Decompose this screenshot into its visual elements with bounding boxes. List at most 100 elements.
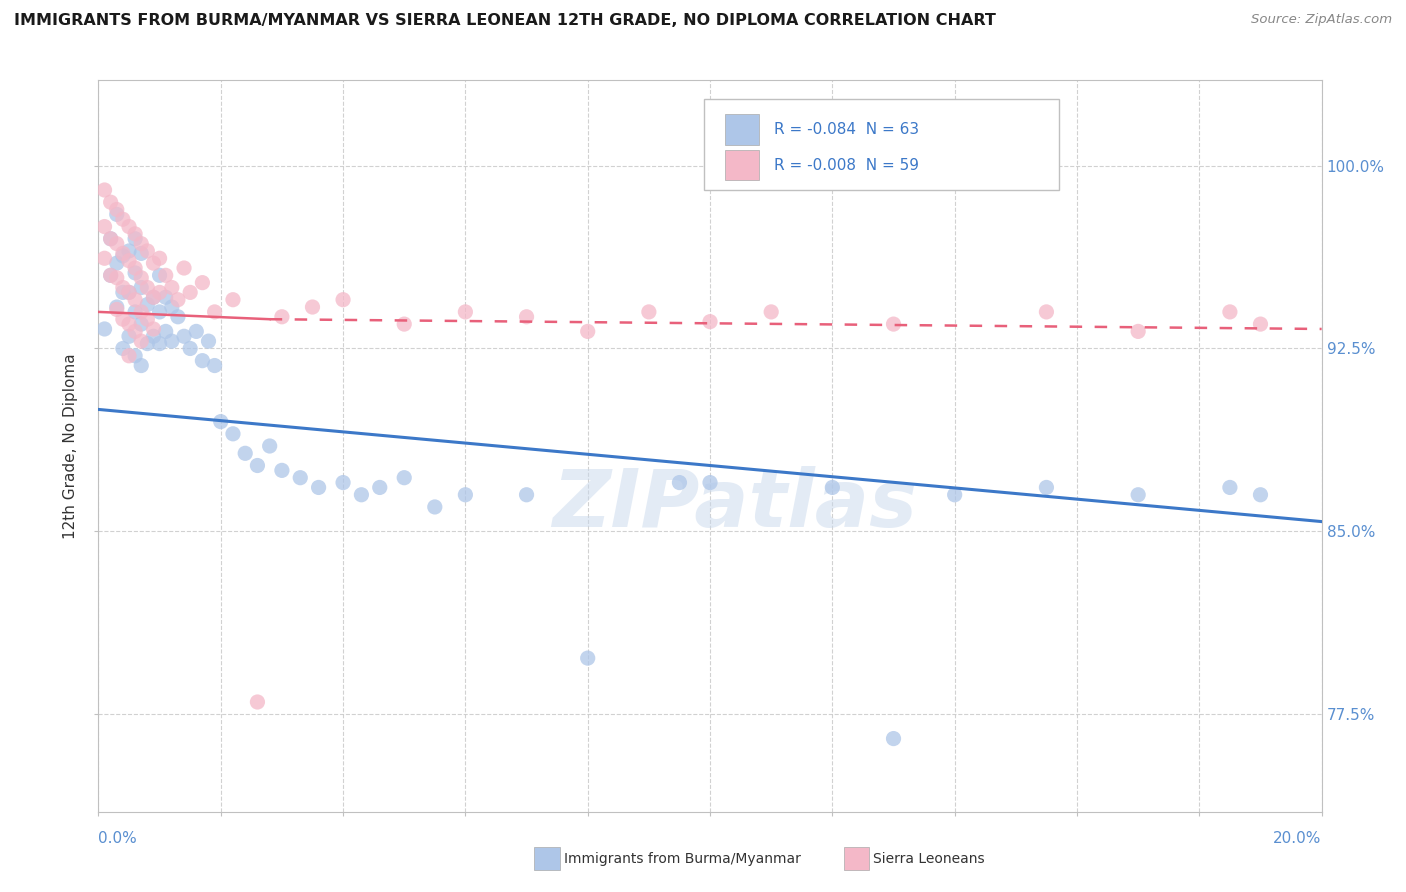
Point — [332, 475, 354, 490]
Point — [516, 310, 538, 324]
Point — [1249, 488, 1271, 502]
Point — [576, 651, 599, 665]
Point — [100, 232, 122, 246]
Point — [516, 488, 538, 502]
Point — [129, 280, 152, 294]
Point — [160, 334, 183, 348]
Point — [105, 202, 128, 217]
Point — [883, 317, 905, 331]
Point — [111, 246, 134, 260]
Point — [392, 471, 416, 485]
Point — [105, 236, 128, 251]
Point — [186, 325, 208, 339]
Point — [668, 475, 690, 490]
Point — [209, 415, 232, 429]
Point — [155, 290, 177, 304]
Point — [124, 227, 146, 241]
Point — [105, 302, 128, 317]
Point — [124, 260, 146, 275]
Point — [350, 488, 373, 502]
Point — [93, 252, 115, 266]
Point — [136, 336, 159, 351]
Point — [637, 305, 661, 319]
Point — [111, 212, 134, 227]
Point — [149, 252, 172, 266]
Point — [124, 325, 146, 339]
Text: Sierra Leoneans: Sierra Leoneans — [873, 852, 984, 866]
Point — [129, 246, 152, 260]
Point — [173, 329, 195, 343]
Point — [129, 317, 152, 331]
Point — [699, 475, 721, 490]
Point — [699, 315, 721, 329]
Point — [454, 488, 477, 502]
Point — [308, 480, 330, 494]
Point — [118, 285, 141, 300]
Point — [124, 305, 146, 319]
Text: ZIPatlas: ZIPatlas — [553, 466, 917, 543]
Point — [191, 276, 214, 290]
Point — [142, 322, 165, 336]
Point — [222, 426, 245, 441]
Text: 20.0%: 20.0% — [1274, 831, 1322, 847]
Point — [179, 285, 201, 300]
Point — [1128, 488, 1150, 502]
Point — [93, 322, 115, 336]
Point — [204, 359, 226, 373]
Point — [111, 280, 134, 294]
Point — [129, 359, 152, 373]
Point — [167, 310, 190, 324]
Point — [246, 695, 269, 709]
Point — [368, 480, 391, 494]
Point — [173, 260, 195, 275]
Point — [290, 471, 312, 485]
FancyBboxPatch shape — [724, 114, 759, 145]
Point — [155, 268, 177, 283]
Point — [576, 325, 599, 339]
FancyBboxPatch shape — [724, 150, 759, 180]
Text: Immigrants from Burma/Myanmar: Immigrants from Burma/Myanmar — [564, 852, 800, 866]
Point — [136, 244, 159, 258]
Point — [111, 285, 134, 300]
Point — [149, 268, 172, 283]
Point — [129, 270, 152, 285]
Point — [118, 244, 141, 258]
Point — [1219, 480, 1241, 494]
Text: Source: ZipAtlas.com: Source: ZipAtlas.com — [1251, 13, 1392, 27]
Point — [105, 270, 128, 285]
Point — [124, 232, 146, 246]
Text: IMMIGRANTS FROM BURMA/MYANMAR VS SIERRA LEONEAN 12TH GRADE, NO DIPLOMA CORRELATI: IMMIGRANTS FROM BURMA/MYANMAR VS SIERRA … — [14, 13, 995, 29]
Point — [1249, 317, 1271, 331]
Point — [136, 312, 159, 326]
Point — [124, 266, 146, 280]
Point — [943, 488, 966, 502]
Point — [191, 353, 214, 368]
Point — [118, 219, 141, 234]
Point — [129, 334, 152, 348]
Point — [197, 334, 219, 348]
Point — [111, 249, 134, 263]
Point — [93, 183, 115, 197]
Point — [118, 285, 141, 300]
Point — [100, 268, 122, 283]
Y-axis label: 12th Grade, No Diploma: 12th Grade, No Diploma — [63, 353, 79, 539]
Point — [105, 207, 128, 221]
Point — [142, 256, 165, 270]
Point — [392, 317, 416, 331]
Point — [259, 439, 281, 453]
Point — [124, 293, 146, 307]
Point — [142, 290, 165, 304]
Point — [129, 305, 152, 319]
Point — [759, 305, 782, 319]
Point — [100, 268, 122, 283]
Point — [118, 329, 141, 343]
Point — [155, 325, 177, 339]
Point — [100, 195, 122, 210]
Point — [136, 280, 159, 294]
Text: R = -0.008  N = 59: R = -0.008 N = 59 — [773, 158, 918, 173]
FancyBboxPatch shape — [704, 99, 1059, 190]
Point — [270, 310, 292, 324]
Point — [129, 236, 152, 251]
Point — [136, 297, 159, 311]
Point — [246, 458, 269, 473]
